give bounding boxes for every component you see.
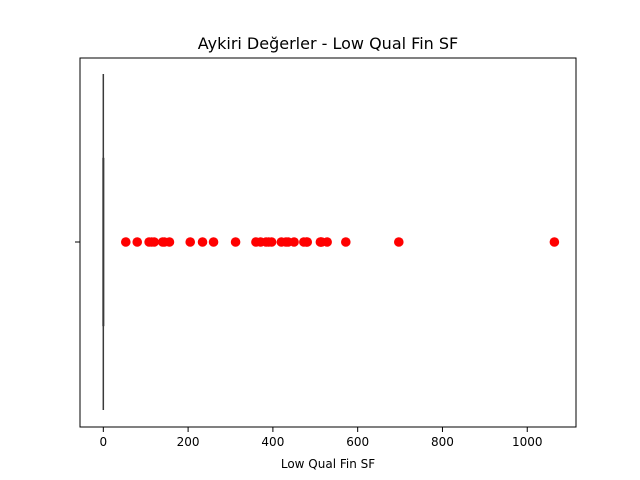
outlier-point (164, 237, 175, 247)
x-tick-label: 600 (346, 435, 369, 449)
outlier-point (302, 237, 313, 247)
outlier-point (341, 237, 351, 247)
outlier-point (120, 237, 131, 247)
outlier-point (208, 237, 219, 247)
outlier-point (132, 237, 143, 247)
outlier-point (230, 237, 241, 247)
chart-title: Aykiri Değerler - Low Qual Fin SF (198, 34, 458, 53)
x-axis-label: Low Qual Fin SF (281, 457, 375, 471)
outlier-point (185, 237, 196, 247)
outlier-point (393, 237, 404, 247)
x-tick-label: 800 (431, 435, 454, 449)
outlier-point (289, 237, 299, 247)
outlier-point (266, 237, 277, 247)
outlier-point (322, 237, 332, 247)
x-tick-label: 200 (177, 435, 200, 449)
x-tick-label: 0 (99, 435, 107, 449)
outlier-points (120, 237, 560, 247)
outlier-point (149, 237, 159, 247)
outlier-point (197, 237, 208, 247)
x-tick-label: 1000 (512, 435, 543, 449)
x-axis-ticks: 0 200 400 600 800 1000 (99, 427, 543, 449)
outlier-point (549, 237, 560, 247)
x-tick-label: 400 (261, 435, 284, 449)
